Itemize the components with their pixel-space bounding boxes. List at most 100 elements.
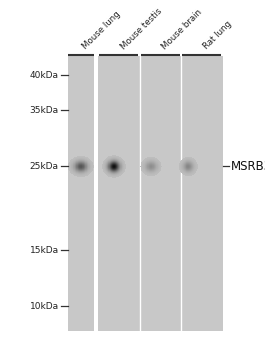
Bar — [75, 171, 76, 172]
Bar — [184, 159, 185, 160]
Bar — [185, 166, 186, 167]
Bar — [76, 172, 77, 173]
Bar — [122, 162, 123, 163]
Bar — [149, 168, 150, 169]
Bar — [115, 167, 116, 168]
Bar — [81, 167, 82, 168]
Bar — [75, 164, 76, 165]
Bar — [82, 158, 83, 159]
Bar — [72, 167, 73, 168]
Bar — [195, 160, 196, 161]
Bar — [118, 170, 119, 171]
Bar — [103, 168, 104, 169]
Bar — [192, 159, 193, 160]
Bar — [83, 165, 84, 166]
Bar — [122, 166, 123, 167]
Bar — [114, 169, 115, 170]
Bar — [109, 166, 110, 167]
Bar — [180, 167, 181, 168]
Bar — [86, 172, 87, 173]
Bar — [154, 163, 155, 164]
Bar — [193, 160, 194, 161]
Bar — [151, 163, 152, 164]
Bar — [103, 162, 104, 163]
Bar — [110, 168, 111, 169]
Bar — [79, 168, 80, 169]
Bar — [102, 167, 103, 168]
Bar — [160, 162, 161, 163]
Bar — [180, 169, 181, 170]
Bar — [158, 169, 159, 170]
Bar — [142, 169, 143, 170]
Bar — [108, 172, 109, 173]
Bar — [124, 163, 125, 164]
Bar — [189, 169, 190, 170]
Bar — [155, 161, 156, 162]
Bar — [78, 158, 79, 159]
Bar — [152, 167, 153, 168]
Bar — [85, 160, 86, 161]
Bar — [182, 171, 183, 172]
Bar — [92, 163, 93, 164]
Bar — [115, 156, 116, 157]
Bar — [71, 169, 72, 170]
Bar — [71, 168, 72, 169]
Bar — [73, 172, 74, 173]
Bar — [183, 170, 184, 171]
Bar — [122, 165, 123, 166]
Bar — [192, 171, 193, 172]
Bar — [122, 172, 123, 173]
Bar — [193, 170, 194, 171]
Bar — [154, 174, 155, 175]
Bar — [71, 170, 72, 171]
Bar — [149, 171, 150, 172]
Bar — [150, 171, 151, 172]
Bar — [114, 173, 115, 174]
Bar — [189, 165, 190, 166]
Bar — [192, 170, 193, 171]
Bar — [118, 173, 119, 174]
Bar — [152, 162, 153, 163]
Bar — [179, 164, 180, 165]
Bar — [79, 156, 80, 157]
Bar — [153, 173, 154, 174]
Bar — [190, 158, 191, 159]
Bar — [187, 159, 188, 160]
Bar — [111, 173, 112, 174]
Bar — [123, 169, 124, 170]
Bar — [79, 162, 80, 163]
Bar — [83, 166, 84, 167]
Bar — [143, 164, 144, 165]
Bar — [76, 157, 77, 158]
Bar — [194, 167, 195, 168]
Bar — [146, 173, 147, 174]
Bar — [105, 163, 106, 164]
Bar — [160, 165, 161, 166]
Bar — [104, 166, 105, 167]
Bar — [81, 169, 82, 170]
Bar — [192, 174, 193, 175]
Bar — [119, 165, 120, 166]
Bar — [88, 168, 89, 169]
Bar — [118, 175, 119, 176]
Bar — [123, 161, 124, 162]
Bar — [145, 164, 146, 165]
Bar — [114, 165, 115, 166]
Bar — [117, 173, 118, 174]
Bar — [115, 160, 116, 161]
Bar — [117, 160, 118, 161]
Bar — [122, 169, 123, 170]
Bar — [124, 170, 125, 171]
Bar — [72, 163, 73, 164]
Bar — [184, 170, 185, 171]
Bar — [70, 170, 71, 171]
Bar — [110, 172, 111, 173]
Bar — [192, 162, 193, 163]
Bar — [111, 171, 112, 172]
Bar — [77, 163, 78, 164]
Bar — [110, 174, 111, 175]
Bar — [149, 174, 150, 175]
Bar — [114, 163, 115, 164]
Bar — [81, 176, 82, 177]
Bar — [74, 172, 75, 173]
